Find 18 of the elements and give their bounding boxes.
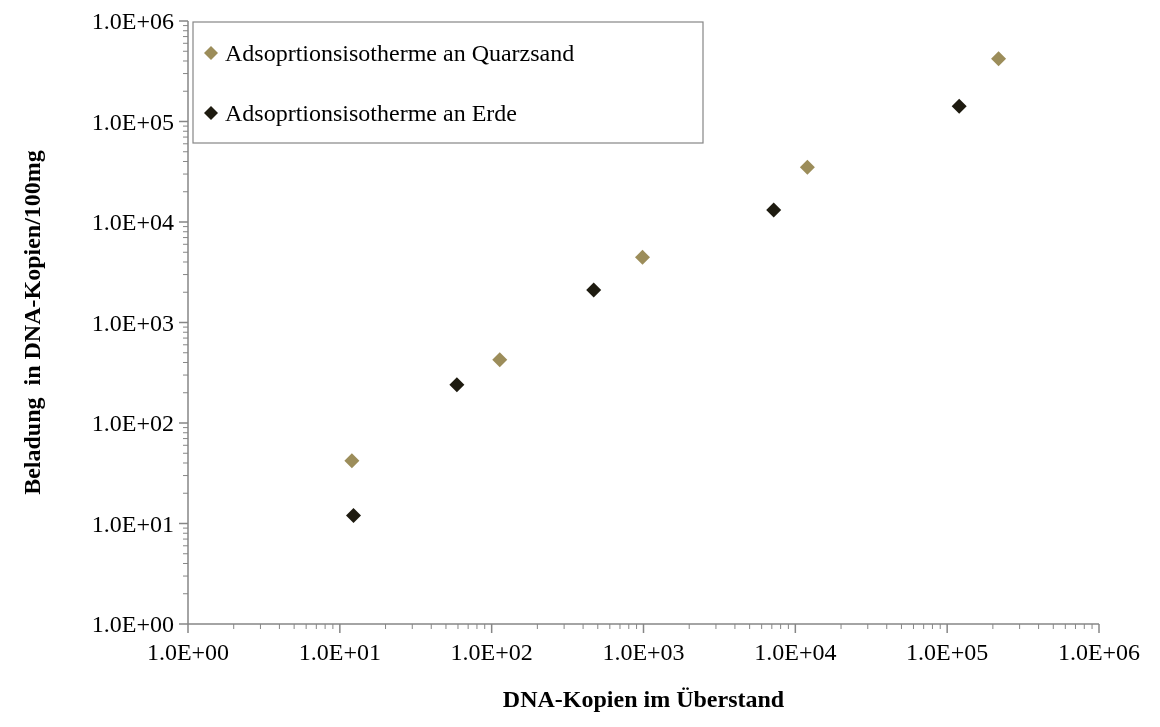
x-tick-label: 1.0E+03 [602,639,685,665]
x-tick-label: 1.0E+06 [1057,639,1141,665]
y-tick-label: 1.0E+05 [91,108,174,135]
y-tick-label: 1.0E+06 [91,8,174,35]
x-tick-label: 1.0E+00 [146,639,230,665]
x-tick-label: 1.0E+04 [754,639,837,665]
y-tick-label: 1.0E+01 [91,510,174,537]
x-tick-label: 1.0E+05 [906,639,989,665]
x-tick-label: 1.0E+02 [450,639,533,665]
y-axis-title: Beladung in DNA-Kopien/100mg [19,150,45,495]
y-tick-label: 1.0E+02 [91,410,174,437]
legend-label: Adsoprtionsisotherme an Erde [225,100,517,127]
y-tick-label: 1.0E+04 [91,209,174,236]
x-axis-title: DNA-Kopien im Überstand [502,686,785,712]
x-tick-label: 1.0E+01 [298,639,381,665]
legend-label: Adsoprtionsisotherme an Quarzsand [225,40,575,67]
y-tick-label: 1.0E+00 [91,611,174,638]
y-tick-label: 1.0E+03 [91,309,174,336]
